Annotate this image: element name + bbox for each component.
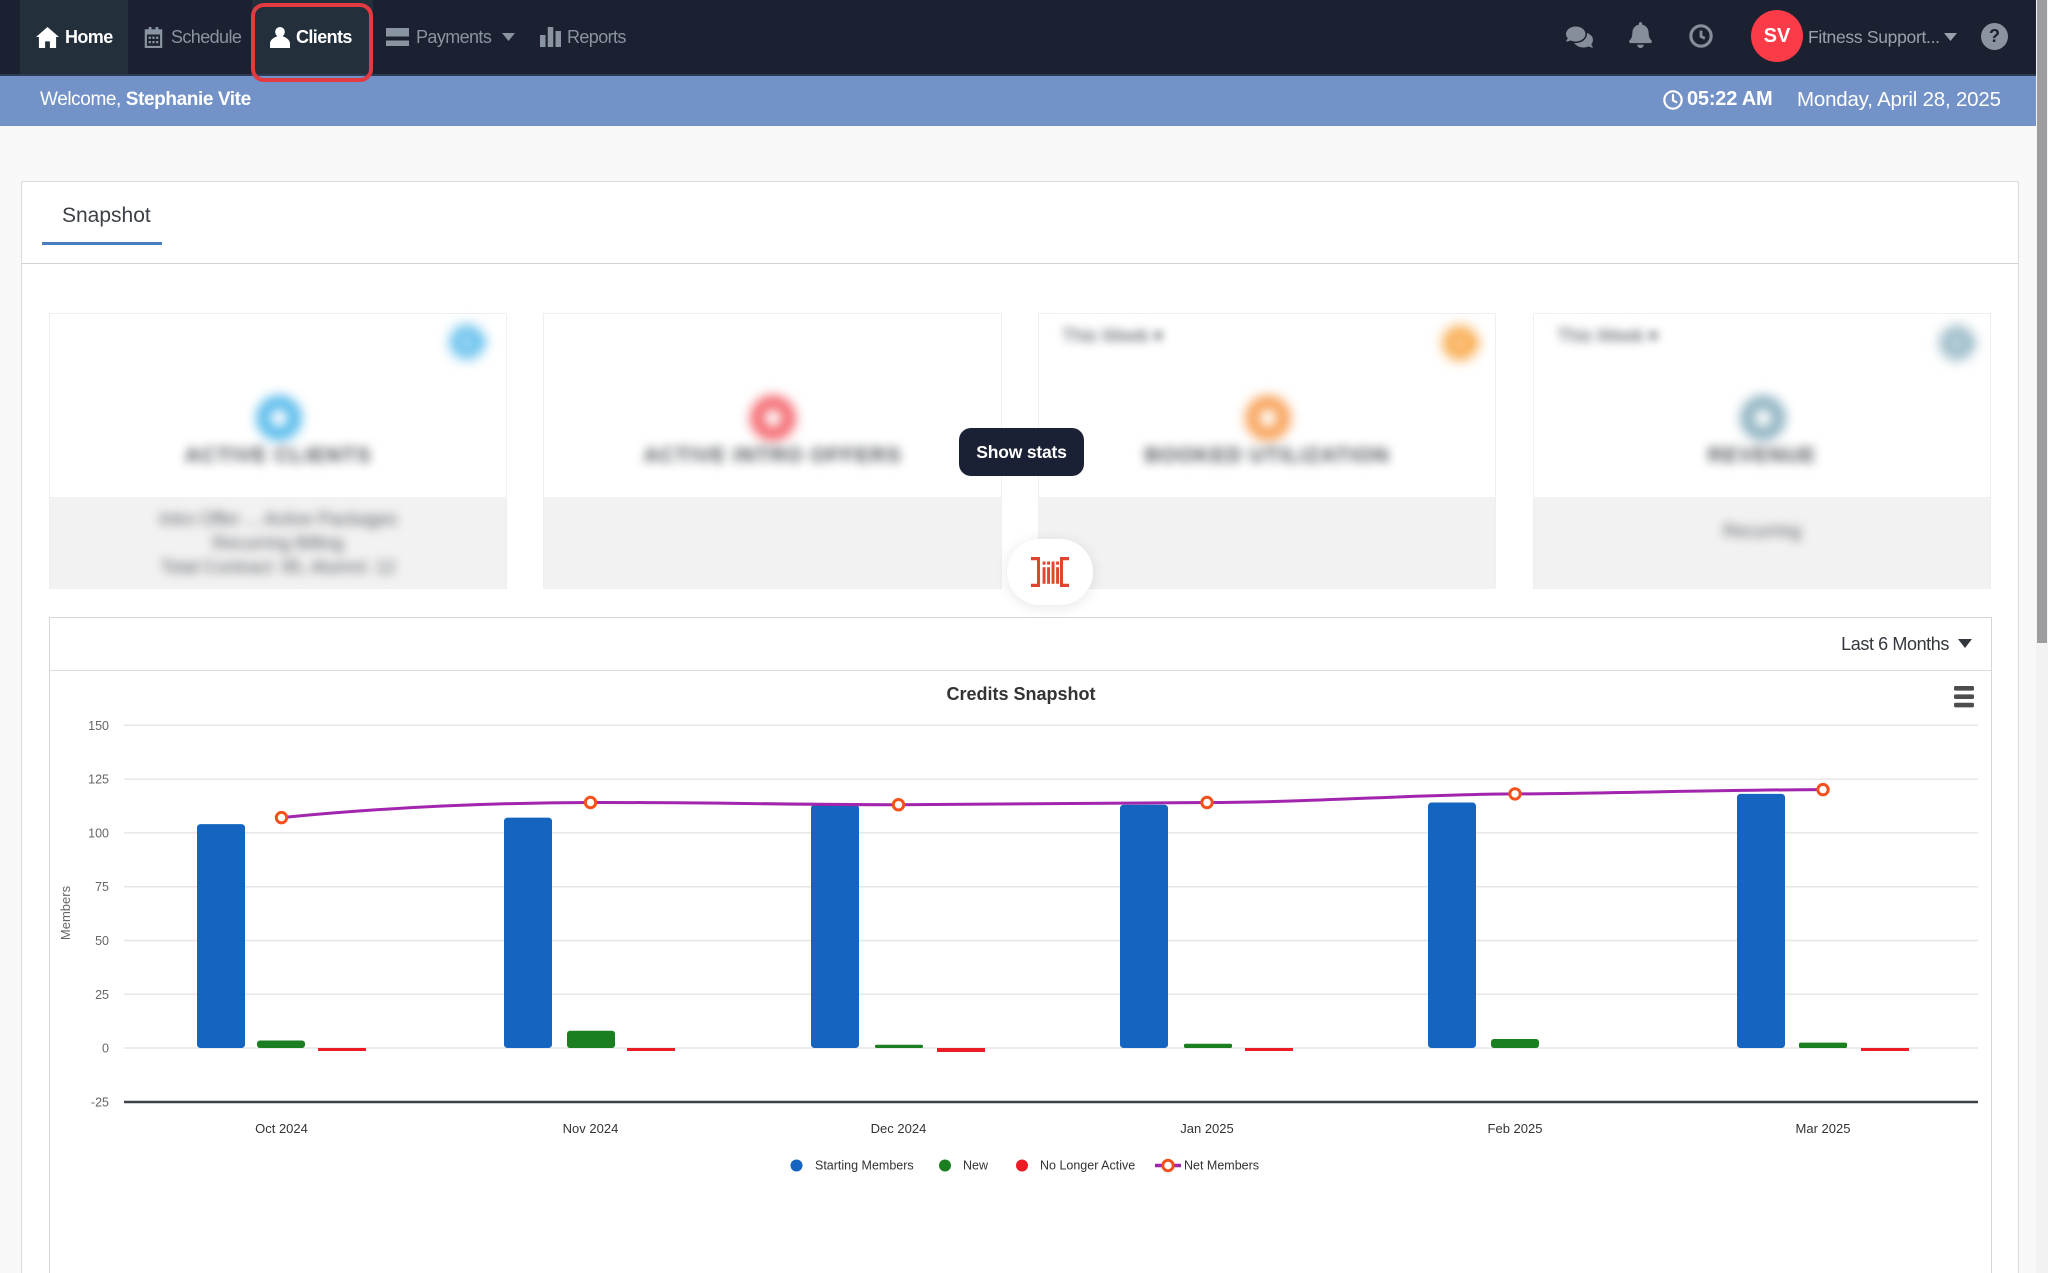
svg-text:100: 100 — [88, 826, 109, 840]
svg-text:Oct 2024: Oct 2024 — [255, 1121, 308, 1136]
svg-text:150: 150 — [88, 719, 109, 733]
svg-text:-25: -25 — [91, 1096, 109, 1110]
svg-text:Starting Members: Starting Members — [815, 1159, 914, 1173]
svg-text:New: New — [963, 1159, 989, 1173]
svg-text:Net Members: Net Members — [1184, 1159, 1259, 1173]
svg-text:Feb 2025: Feb 2025 — [1488, 1121, 1543, 1136]
svg-text:75: 75 — [95, 880, 109, 894]
svg-text:Members: Members — [58, 885, 73, 940]
svg-text:125: 125 — [88, 773, 109, 787]
svg-text:0: 0 — [102, 1042, 109, 1056]
svg-text:25: 25 — [95, 988, 109, 1002]
svg-text:No Longer Active: No Longer Active — [1040, 1159, 1135, 1173]
svg-text:Credits Snapshot: Credits Snapshot — [946, 684, 1095, 704]
svg-text:Dec 2024: Dec 2024 — [871, 1121, 927, 1136]
svg-text:Jan 2025: Jan 2025 — [1180, 1121, 1234, 1136]
svg-text:50: 50 — [95, 934, 109, 948]
svg-text:Mar 2025: Mar 2025 — [1796, 1121, 1851, 1136]
svg-text:Nov 2024: Nov 2024 — [563, 1121, 619, 1136]
